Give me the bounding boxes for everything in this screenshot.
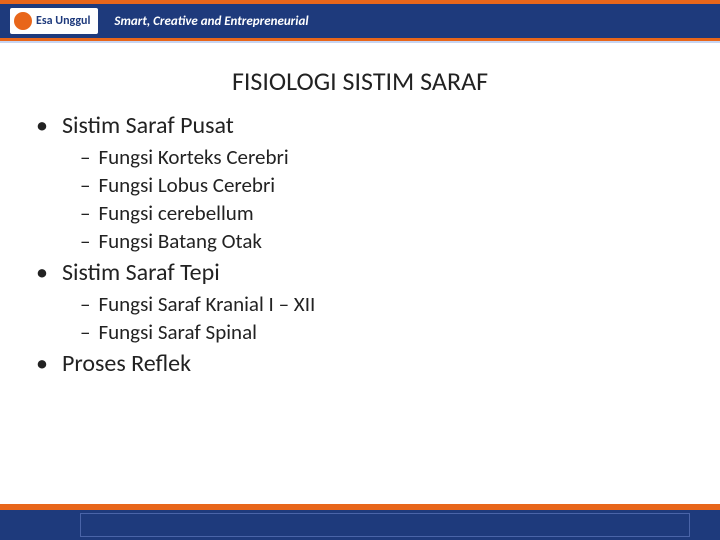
logo-text: Esa Unggul <box>36 15 90 27</box>
dash-icon: – <box>80 144 90 170</box>
bullet-icon: • <box>36 352 48 376</box>
list-subitem-label: Fungsi cerebellum <box>98 200 253 226</box>
list-subitem: – Fungsi Saraf Spinal <box>80 319 698 345</box>
list-subitem-label: Fungsi Batang Otak <box>98 228 261 254</box>
header-rule-light <box>0 41 720 43</box>
list-subitem: – Fungsi Korteks Cerebri <box>80 144 698 170</box>
bullet-icon: • <box>36 261 48 285</box>
list-subitem-label: Fungsi Lobus Cerebri <box>98 172 275 198</box>
dash-icon: – <box>80 291 90 317</box>
dash-icon: – <box>80 319 90 345</box>
bullet-icon: • <box>36 114 48 138</box>
list-item: • Proses Reflek <box>36 349 698 378</box>
dash-icon: – <box>80 172 90 198</box>
footer-bar-blue <box>0 510 720 540</box>
university-logo: Esa Unggul <box>10 8 98 34</box>
list-subitem-label: Fungsi Saraf Kranial I – XII <box>98 291 315 317</box>
slide-footer <box>0 504 720 540</box>
list-subitem: – Fungsi cerebellum <box>80 200 698 226</box>
list-item-label: Sistim Saraf Tepi <box>62 258 220 287</box>
list-subitem-label: Fungsi Korteks Cerebri <box>98 144 288 170</box>
list-subitem: – Fungsi Batang Otak <box>80 228 698 254</box>
footer-inset-box <box>80 513 690 537</box>
list-subitem: – Fungsi Saraf Kranial I – XII <box>80 291 698 317</box>
dash-icon: – <box>80 228 90 254</box>
logo-icon <box>14 12 32 30</box>
tagline-text: Smart, Creative and Entrepreneurial <box>114 14 308 29</box>
dash-icon: – <box>80 200 90 226</box>
list-item: • Sistim Saraf Tepi <box>36 258 698 287</box>
slide-content: • Sistim Saraf Pusat – Fungsi Korteks Ce… <box>0 111 720 378</box>
list-subitem-label: Fungsi Saraf Spinal <box>98 319 256 345</box>
slide-title: FISIOLOGI SISTIM SARAF <box>0 65 720 97</box>
list-subitem: – Fungsi Lobus Cerebri <box>80 172 698 198</box>
list-item-label: Sistim Saraf Pusat <box>62 111 234 140</box>
list-item-label: Proses Reflek <box>62 349 191 378</box>
slide-header: Esa Unggul Smart, Creative and Entrepren… <box>0 0 720 38</box>
list-item: • Sistim Saraf Pusat <box>36 111 698 140</box>
